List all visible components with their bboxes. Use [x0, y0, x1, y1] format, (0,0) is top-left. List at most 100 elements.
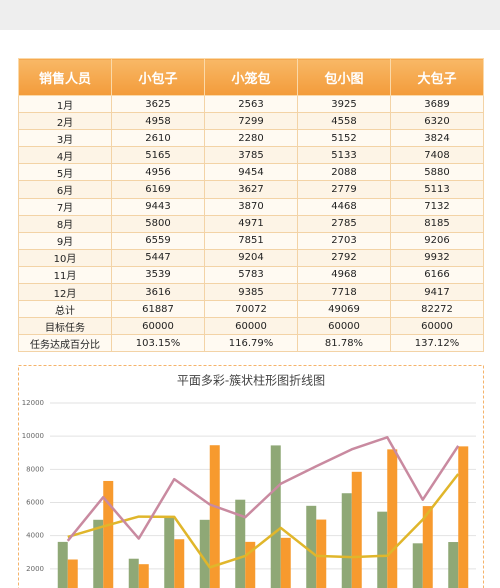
- table-cell: 5800: [111, 214, 205, 233]
- header-cell: 销售人员: [18, 58, 112, 96]
- table-row: 6月 6169 3627 2779 5113: [18, 180, 484, 199]
- table-cell: 目标任务: [18, 317, 112, 336]
- table-row: 1月 3625 2563 3925 3689: [18, 94, 484, 114]
- table-cell: 5152: [297, 129, 391, 148]
- line: [67, 473, 460, 569]
- chart-title: 平面多彩-簇状柱形图折线图: [177, 373, 325, 388]
- table-cell: 10月: [18, 248, 112, 267]
- table-cell: 5133: [297, 146, 391, 165]
- table-cell: 总计: [18, 300, 112, 319]
- chart: 平面多彩-簇状柱形图折线图 02000400060008000100001200…: [18, 365, 484, 588]
- table-cell: 60000: [390, 317, 484, 336]
- table-cell: 12月: [18, 283, 112, 302]
- table-cell: 9932: [390, 248, 484, 267]
- bar: [93, 519, 104, 588]
- header-row: 销售人员 小包子 小笼包 包小图 大包子: [18, 58, 484, 96]
- table-cell: 3627: [204, 180, 298, 199]
- table-row: 10月 5447 9204 2792 9932: [18, 248, 484, 267]
- bar: [422, 506, 433, 588]
- table-cell: 60000: [111, 317, 205, 336]
- y-tick-label: 6000: [26, 499, 44, 507]
- table-row: 5月 4956 9454 2088 5880: [18, 163, 484, 182]
- y-tick-label: 8000: [26, 465, 44, 473]
- table-cell: 3824: [390, 129, 484, 148]
- bar: [164, 516, 175, 588]
- top-band: [0, 0, 500, 30]
- table-cell: 8月: [18, 214, 112, 233]
- table-cell: 任务达成百分比: [18, 334, 112, 353]
- table-cell: 137.12%: [390, 334, 484, 353]
- table-cell: 7851: [204, 231, 298, 250]
- bar: [138, 564, 149, 588]
- bar: [209, 445, 220, 588]
- table-cell: 60000: [297, 317, 391, 336]
- table-cell: 2610: [111, 129, 205, 148]
- table-cell: 6月: [18, 180, 112, 199]
- table-row: 8月 5800 4971 2785 8185: [18, 214, 484, 233]
- table-cell: 9385: [204, 283, 298, 302]
- table-cell: 2779: [297, 180, 391, 199]
- table-cell: 4971: [204, 214, 298, 233]
- bar: [235, 499, 246, 588]
- table-row: 7月 9443 3870 4468 7132: [18, 197, 484, 216]
- table-cell: 103.15%: [111, 334, 205, 353]
- line: [66, 436, 460, 542]
- table-cell: 9454: [204, 163, 298, 182]
- header-cell: 小笼包: [204, 58, 298, 96]
- table-cell: 5783: [204, 265, 298, 285]
- table-cell: 9204: [204, 248, 298, 267]
- table-cell: 61887: [111, 300, 205, 319]
- header-cell: 大包子: [390, 58, 484, 96]
- table-cell: 2703: [297, 231, 391, 250]
- bar: [280, 537, 291, 588]
- table-cell: 5113: [390, 180, 484, 199]
- table-cell: 7718: [297, 283, 391, 302]
- table-cell: 3689: [390, 94, 484, 114]
- table-cell: 9月: [18, 231, 112, 250]
- table-row: 4月 5165 3785 5133 7408: [18, 146, 484, 165]
- bar: [377, 511, 388, 588]
- bar: [387, 449, 398, 588]
- table-cell: 60000: [204, 317, 298, 336]
- table-cell: 5月: [18, 163, 112, 182]
- table-cell: 6169: [111, 180, 205, 199]
- bar: [199, 519, 210, 588]
- table-cell: 4956: [111, 163, 205, 182]
- table-row: 3月 2610 2280 5152 3824: [18, 129, 484, 148]
- header-cell: 小包子: [111, 58, 205, 96]
- table-cell: 3616: [111, 283, 205, 302]
- table-cell: 3925: [297, 94, 391, 114]
- table-cell: 4月: [18, 146, 112, 165]
- table-cell: 5447: [111, 248, 205, 267]
- table-cell: 11月: [18, 265, 112, 285]
- table-cell: 3月: [18, 129, 112, 148]
- table-cell: 4558: [297, 112, 391, 131]
- table-cell: 3785: [204, 146, 298, 165]
- table-cell: 7月: [18, 197, 112, 216]
- table-cell: 3539: [111, 265, 205, 285]
- bar: [316, 519, 327, 588]
- table-cell: 5880: [390, 163, 484, 182]
- table-cell: 5165: [111, 146, 205, 165]
- table-cell: 2280: [204, 129, 298, 148]
- sales-table: 销售人员 小包子 小笼包 包小图 大包子 1月 3625 2563 3925 3689 2月 4958…: [18, 58, 484, 353]
- bar: [174, 539, 185, 588]
- y-tick-label: 2000: [26, 565, 44, 573]
- bar: [245, 541, 256, 588]
- table-row: 2月 4958 7299 4558 6320: [18, 112, 484, 131]
- table-cell: 1月: [18, 94, 112, 114]
- y-tick-label: 4000: [26, 532, 44, 540]
- table-cell: 2792: [297, 248, 391, 267]
- bar: [128, 558, 139, 588]
- table-cell: 49069: [297, 300, 391, 319]
- table-cell: 4958: [111, 112, 205, 131]
- bar: [270, 445, 281, 588]
- table-cell: 70072: [204, 300, 298, 319]
- table-row: 目标任务 60000 60000 60000 60000: [18, 317, 484, 336]
- table-cell: 9417: [390, 283, 484, 302]
- header-cell: 包小图: [297, 58, 391, 96]
- table-row: 9月 6559 7851 2703 9206: [18, 231, 484, 250]
- bar: [57, 541, 68, 588]
- bar: [448, 542, 459, 588]
